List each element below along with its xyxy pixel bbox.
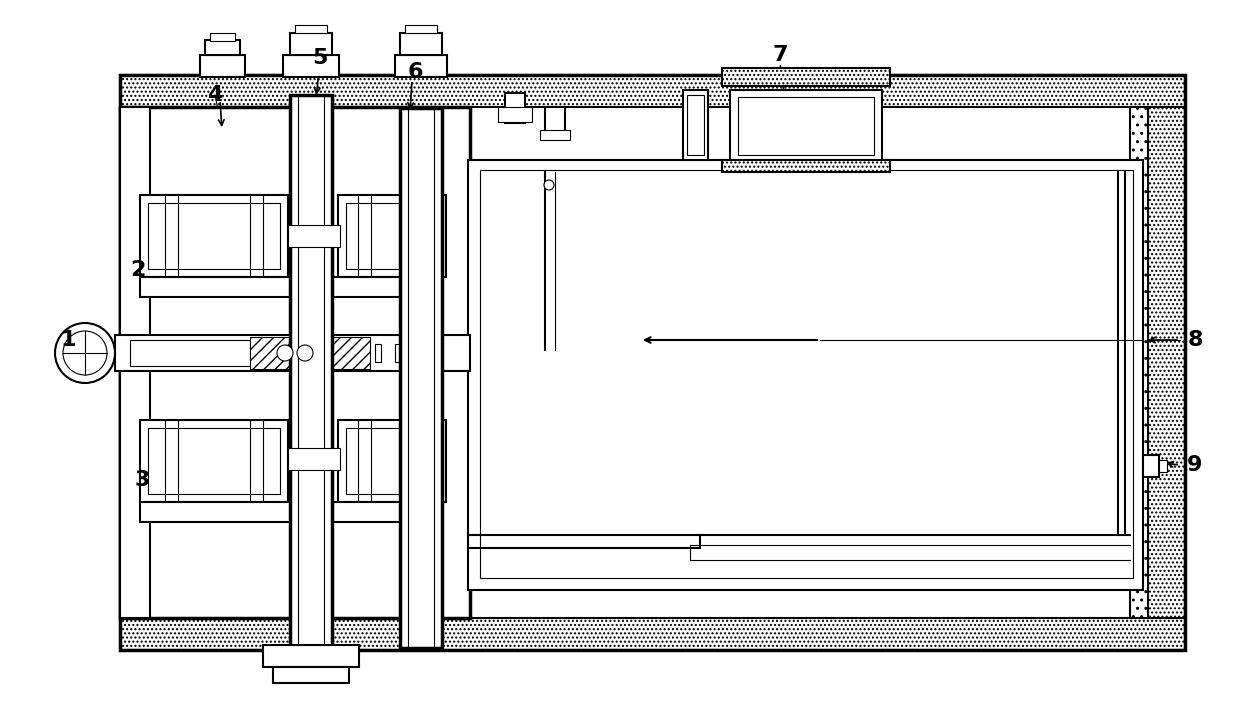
Circle shape bbox=[63, 331, 107, 375]
Bar bbox=[1143, 455, 1159, 477]
Bar bbox=[148, 203, 280, 269]
Bar bbox=[738, 97, 874, 155]
Bar bbox=[115, 335, 470, 371]
Bar bbox=[288, 448, 340, 470]
Bar bbox=[396, 344, 401, 362]
Bar bbox=[539, 130, 570, 140]
Bar bbox=[396, 55, 446, 77]
Bar bbox=[498, 107, 532, 122]
Text: 2: 2 bbox=[130, 260, 145, 280]
Bar bbox=[339, 420, 446, 502]
Text: 7: 7 bbox=[773, 45, 787, 65]
Bar bbox=[346, 203, 438, 269]
Bar bbox=[290, 95, 332, 650]
Bar bbox=[505, 93, 525, 123]
Bar bbox=[546, 107, 565, 135]
Bar bbox=[430, 344, 436, 362]
Bar bbox=[288, 225, 340, 247]
Bar bbox=[205, 40, 241, 55]
Bar bbox=[467, 160, 1143, 590]
Bar bbox=[401, 108, 441, 648]
Text: 3: 3 bbox=[134, 470, 150, 490]
Bar bbox=[263, 645, 360, 667]
Circle shape bbox=[298, 345, 312, 361]
Bar bbox=[273, 667, 348, 683]
Text: 1: 1 bbox=[61, 330, 76, 350]
Circle shape bbox=[55, 323, 115, 383]
Bar bbox=[1130, 107, 1148, 618]
Bar bbox=[339, 195, 446, 277]
Bar bbox=[722, 160, 890, 172]
Bar bbox=[1159, 460, 1167, 472]
Bar bbox=[405, 25, 436, 33]
Circle shape bbox=[544, 180, 554, 190]
Bar bbox=[283, 55, 339, 77]
Text: 5: 5 bbox=[312, 48, 327, 68]
Bar bbox=[200, 55, 246, 77]
Text: 4: 4 bbox=[207, 85, 223, 105]
Bar bbox=[346, 428, 438, 494]
Bar bbox=[480, 170, 1133, 578]
Bar bbox=[210, 33, 236, 41]
Bar bbox=[140, 502, 438, 522]
Bar bbox=[730, 90, 882, 162]
Bar bbox=[1148, 107, 1185, 618]
Bar bbox=[290, 33, 332, 55]
Bar bbox=[140, 277, 438, 297]
Bar bbox=[722, 68, 890, 86]
Bar bbox=[120, 107, 150, 618]
Bar bbox=[148, 428, 280, 494]
Bar bbox=[140, 420, 288, 502]
Text: 8: 8 bbox=[1187, 330, 1203, 350]
Bar bbox=[120, 107, 470, 618]
Bar bbox=[415, 344, 422, 362]
Bar bbox=[120, 75, 1185, 650]
Bar bbox=[130, 340, 250, 366]
Bar bbox=[295, 25, 327, 33]
Bar bbox=[140, 195, 288, 277]
Bar bbox=[120, 618, 1185, 650]
Bar bbox=[374, 344, 381, 362]
Text: 9: 9 bbox=[1188, 455, 1203, 475]
Bar bbox=[683, 90, 708, 160]
Text: 6: 6 bbox=[407, 62, 423, 82]
Bar bbox=[250, 337, 370, 369]
Bar bbox=[687, 95, 704, 155]
Bar bbox=[120, 75, 1185, 107]
Circle shape bbox=[277, 345, 293, 361]
Bar bbox=[401, 33, 441, 55]
